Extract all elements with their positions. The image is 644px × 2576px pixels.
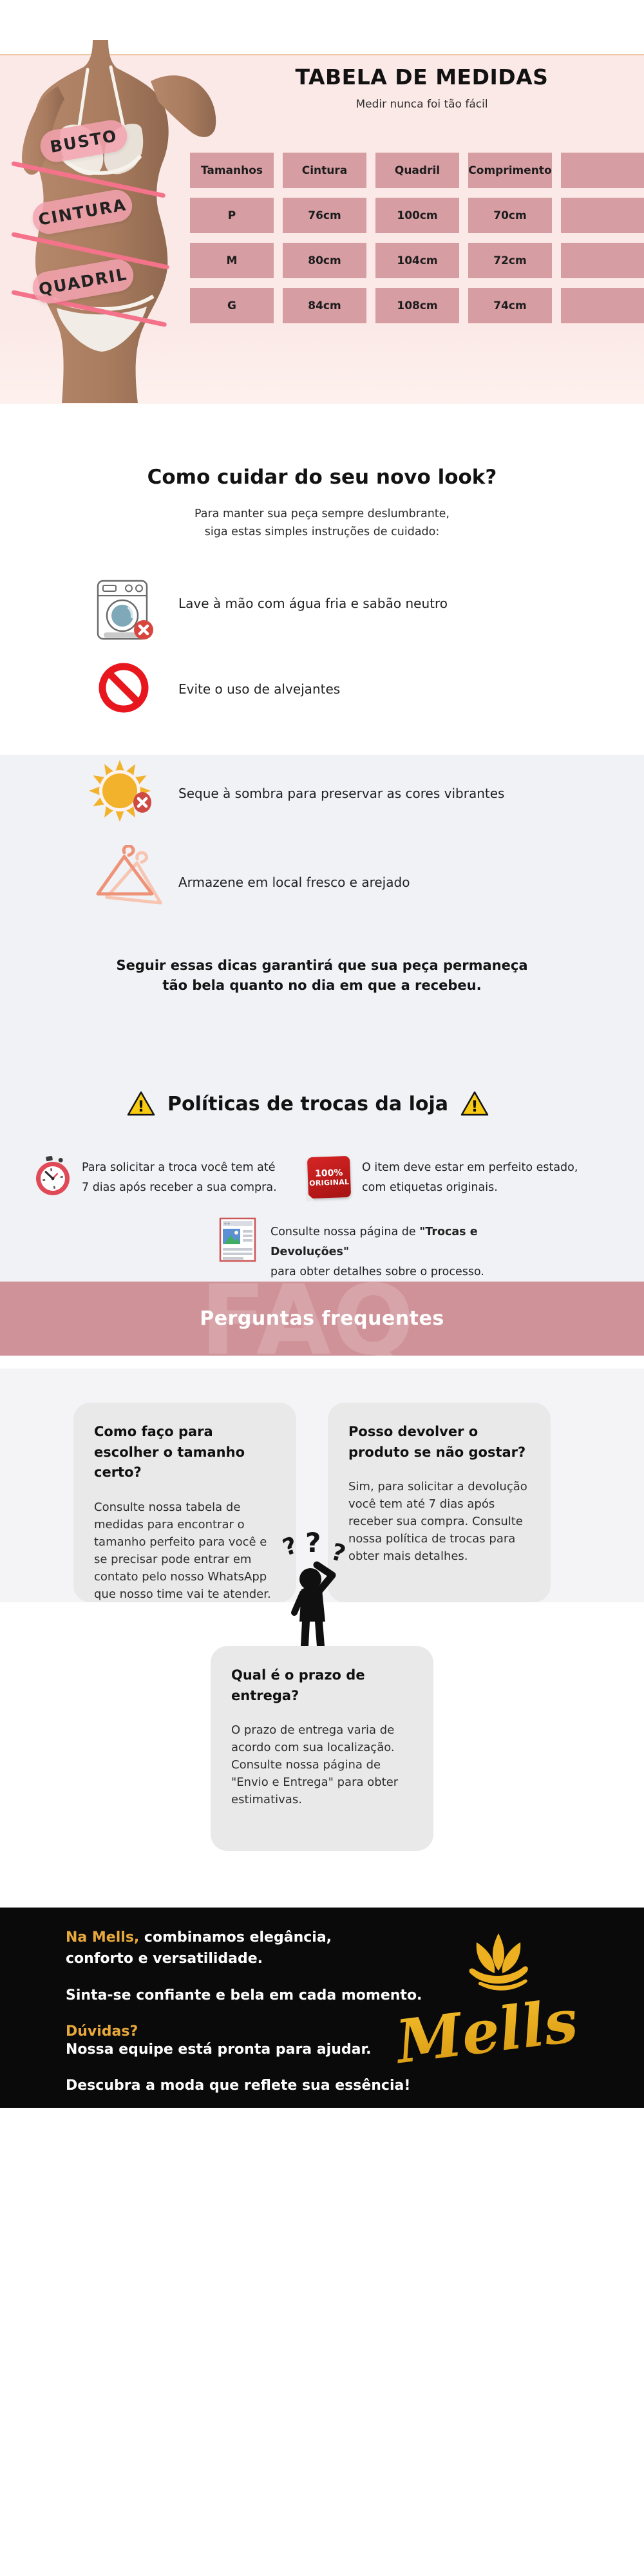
size-col-header: Cintura [283, 153, 366, 188]
footer-brand-mention: Na Mells, [66, 1929, 140, 1946]
size-cell [561, 288, 644, 323]
size-cell [561, 243, 644, 278]
size-table: Tamanhos Cintura Quadril Comprimento P 7… [190, 153, 644, 323]
footer-questions-label: Dúvidas? [66, 2023, 138, 2040]
size-cell: 80cm [283, 243, 366, 278]
policy-condition-line1: O item deve estar em perfeito estado, [362, 1161, 578, 1174]
faq-answer: O prazo de entrega varia de acordo com s… [231, 1723, 399, 1806]
size-cell: 104cm [375, 243, 459, 278]
deadline-clock-icon [36, 1155, 70, 1195]
faq-question: Como faço para escolher o tamanho certo? [94, 1424, 245, 1480]
policy-title: Políticas de trocas da loja [167, 1092, 449, 1115]
warning-icon: ! [460, 1091, 489, 1116]
size-cell: 70cm [468, 198, 552, 233]
policy-condition-line2: com etiquetas originais. [362, 1181, 498, 1194]
size-cell [561, 198, 644, 233]
policy-deadline-text: Para solicitar a troca você tem até 7 di… [82, 1158, 304, 1198]
policy-deadline-line2: 7 dias após receber a sua compra. [82, 1181, 277, 1194]
care-subtitle-line2: siga estas simples instruções de cuidado… [204, 526, 440, 538]
size-cell: 76cm [283, 198, 366, 233]
care-gray-band [0, 755, 644, 1282]
no-sun-icon [89, 760, 151, 822]
warning-icon: ! [127, 1091, 155, 1116]
size-cell: M [190, 243, 274, 278]
policy-page-bold: "Trocas e Devoluções" [270, 1226, 478, 1258]
size-table-subtitle: Medir nunca foi tão fácil [355, 98, 488, 111]
policy-condition-text: O item deve estar em perfeito estado, co… [362, 1158, 620, 1198]
footer-line-support: Nossa equipe está pronta para ajudar. [66, 2041, 372, 2058]
footer-tagline: Na Mells, combinamos elegância, conforto… [66, 1927, 391, 1969]
footer-tagline-rest: combinamos elegância, conforto e versati… [66, 1929, 332, 1967]
size-cell: 74cm [468, 288, 552, 323]
size-col-header [561, 153, 644, 188]
footer [0, 1908, 644, 2108]
faq-banner-title: Perguntas frequentes [200, 1307, 444, 1330]
faq-card-returns: Posso devolver o produto se não gostar? … [328, 1403, 551, 1602]
bust-label-text: BUSTO [48, 126, 119, 156]
original-badge-line2: ORIGINAL [308, 1177, 350, 1188]
size-col-header: Tamanhos [190, 153, 274, 188]
faq-question: Posso devolver o produto se não gostar? [348, 1424, 526, 1460]
hanger-icon [96, 845, 162, 905]
original-badge-line1: 100% [314, 1167, 343, 1179]
faq-watermark: FAQ [200, 1282, 416, 1356]
original-badge-icon: 100% ORIGINAL [307, 1155, 352, 1199]
footer-line-confidence: Sinta-se confiante e bela em cada moment… [66, 1987, 422, 2003]
faq-card-shipping: Qual é o prazo de entrega? O prazo de en… [211, 1646, 433, 1851]
size-col-header: Quadril [375, 153, 459, 188]
thinking-person-icon: ? ? ? [279, 1527, 348, 1650]
size-cell: 84cm [283, 288, 366, 323]
size-cell: 108cm [375, 288, 459, 323]
size-cell: P [190, 198, 274, 233]
policy-title-row: ! Políticas de trocas da loja ! [0, 1090, 616, 1117]
care-closing-line2: tão bela quanto no dia em que a recebeu. [162, 978, 482, 993]
policy-page-prefix: Consulte nossa página de [270, 1226, 420, 1238]
policy-page-text: Consulte nossa página de "Trocas e Devol… [270, 1222, 541, 1282]
warning-glyph: ! [137, 1097, 144, 1115]
mells-logo-text: Mells [391, 1987, 582, 2077]
faq-card-size: Como faço para escolher o tamanho certo?… [73, 1403, 296, 1602]
size-cell: G [190, 288, 274, 323]
care-closing-line1: Seguir essas dicas garantirá que sua peç… [116, 958, 528, 973]
size-table-title: TABELA DE MEDIDAS [295, 64, 549, 90]
size-cell: 100cm [375, 198, 459, 233]
mells-logo: Mells [391, 1987, 582, 2077]
policy-deadline-line1: Para solicitar a troca você tem até [82, 1161, 276, 1174]
care-section-title: Como cuidar do seu novo look? [147, 466, 497, 489]
lotus-icon [469, 1933, 528, 1991]
care-item-text: Armazene em local fresco e arejado [178, 875, 410, 890]
size-col-header: Comprimento [468, 153, 552, 188]
policy-page-line2: para obter detalhes sobre o processo. [270, 1265, 484, 1278]
question-mark: ? [305, 1527, 321, 1558]
size-cell: 72cm [468, 243, 552, 278]
care-subtitle-line1: Para manter sua peça sempre deslumbrante… [194, 507, 450, 520]
care-item-text: Seque à sombra para preservar as cores v… [178, 786, 505, 801]
faq-answer: Sim, para solicitar a devolução você tem… [348, 1480, 527, 1563]
no-bleach-icon [99, 663, 149, 713]
question-mark: ? [279, 1532, 301, 1561]
washing-machine-no-icon [97, 580, 153, 640]
webpage-icon [219, 1217, 256, 1262]
care-item-text: Lave à mão com água fria e sabão neutro [178, 596, 448, 611]
faq-answer: Consulte nossa tabela de medidas para en… [94, 1500, 271, 1601]
faq-question: Qual é o prazo de entrega? [231, 1667, 365, 1703]
warning-glyph: ! [471, 1097, 478, 1115]
care-item-text: Evite o uso de alvejantes [178, 681, 341, 697]
faq-banner: FAQ Perguntas frequentes [0, 1282, 644, 1356]
footer-line-essence: Descubra a moda que reflete sua essência… [66, 2078, 411, 2094]
question-mark: ? [328, 1539, 348, 1567]
